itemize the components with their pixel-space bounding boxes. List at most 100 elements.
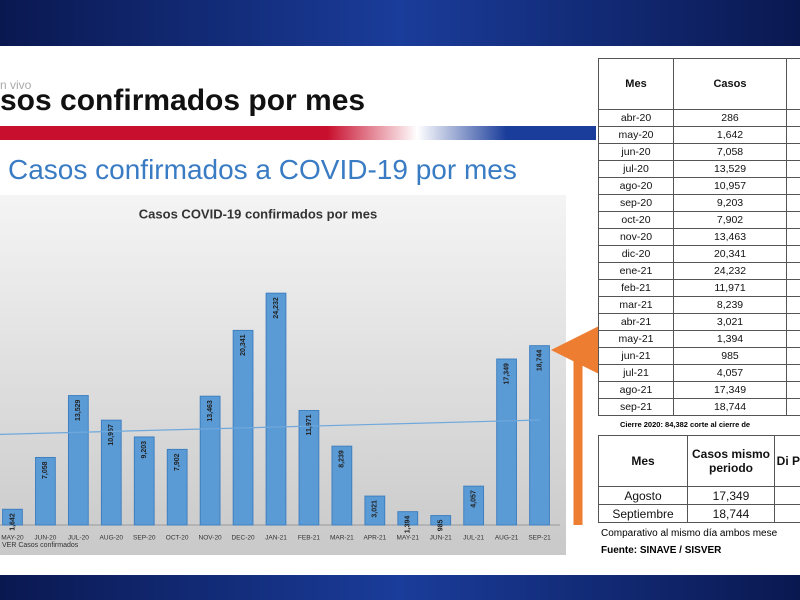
value-label: 8,239 <box>339 450 346 468</box>
bar <box>298 409 320 526</box>
header-cell: Casos <box>673 58 787 110</box>
comparison-note: Comparativo al mismo día ambos mese <box>601 528 778 539</box>
banner-title: sos confirmados por mes <box>0 84 366 117</box>
x-tick-label: APR-21 <box>363 535 386 542</box>
table-cell: mar-21 <box>598 296 674 314</box>
x-tick-label: MAY-20 <box>1 535 24 542</box>
bar <box>133 436 155 526</box>
header-cell: Di Po <box>774 435 800 487</box>
table-row: sep-21 18,744 <box>598 398 800 416</box>
table-cell: jul-20 <box>598 160 674 178</box>
x-tick-label: JAN-21 <box>265 535 287 542</box>
table-cell: 1,642 <box>673 126 787 144</box>
bar <box>35 456 56 526</box>
bar <box>67 395 89 526</box>
x-tick-label: JUL-21 <box>463 535 484 542</box>
table-cell: 7,902 <box>673 211 787 229</box>
x-tick-label: NOV-20 <box>199 535 223 542</box>
table-row: ene-21 24,232 <box>598 262 800 280</box>
table-cell <box>786 109 800 127</box>
value-label: 13,463 <box>207 400 214 422</box>
live-label: n vivo <box>0 78 32 92</box>
header-row: Mes Casos <box>598 58 800 110</box>
bar <box>364 495 386 526</box>
bar <box>463 485 485 526</box>
table-row: oct-20 7,902 <box>598 211 800 229</box>
bar <box>397 511 419 526</box>
header-cell: Casos mismo periodo <box>687 435 775 487</box>
table-cell: 9,203 <box>673 194 787 212</box>
table-cell: 4,057 <box>673 364 787 382</box>
table-note: Cierre 2020: 84,382 corte al cierre de <box>620 420 751 429</box>
table-row: Septiembre 18,744 <box>598 504 800 523</box>
table-cell <box>786 381 800 399</box>
bottom-bar <box>0 575 800 600</box>
bar <box>2 508 23 526</box>
table-row: dic-20 20,341 <box>598 245 800 263</box>
table-row: sep-20 9,203 <box>598 194 800 212</box>
table-row: jun-20 7,058 <box>598 143 800 161</box>
table-cell: 20,341 <box>673 245 787 263</box>
value-label: 985 <box>438 519 445 531</box>
bar <box>331 445 353 526</box>
table-cell <box>786 398 800 416</box>
table-cell: ago-21 <box>598 381 674 399</box>
bar <box>100 419 122 526</box>
value-label: 10,957 <box>108 424 115 446</box>
value-label: 18,744 <box>536 350 543 372</box>
table-cell: 8,239 <box>673 296 787 314</box>
table-cell: 1,394 <box>673 330 787 348</box>
table-cell: 18,744 <box>673 398 787 416</box>
table-cell <box>774 504 800 523</box>
table-cell <box>786 313 800 331</box>
bar <box>496 358 517 526</box>
table-cell <box>786 347 800 365</box>
table-row: ago-20 10,957 <box>598 177 800 195</box>
value-label: 1,642 <box>9 513 16 531</box>
table-row: Agosto 17,349 <box>598 486 800 505</box>
x-tick-label: SEP-20 <box>133 535 156 542</box>
monthly-table: Mes Casos abr-20 286 may-20 1,642 jun-20 7,058 j… <box>598 58 800 416</box>
chart: Casos COVID-19 confirmados por mes VER C… <box>0 195 600 555</box>
table-cell: 286 <box>673 109 787 127</box>
table-cell: may-21 <box>598 330 674 348</box>
table-row: jul-20 13,529 <box>598 160 800 178</box>
table-cell: nov-20 <box>598 228 674 246</box>
table-cell <box>786 143 800 161</box>
bar <box>430 515 452 526</box>
value-label: 1,394 <box>405 516 412 534</box>
table-cell <box>786 262 800 280</box>
table-cell: jun-21 <box>598 347 674 365</box>
table-row: may-20 1,642 <box>598 126 800 144</box>
table-cell: oct-20 <box>598 211 674 229</box>
x-tick-label: AUG-21 <box>495 535 519 542</box>
table-cell: sep-20 <box>598 194 674 212</box>
table-row: feb-21 11,971 <box>598 279 800 297</box>
value-label: 11,971 <box>306 414 313 435</box>
table-cell: Septiembre <box>598 504 688 523</box>
table-cell: 17,349 <box>673 381 787 399</box>
table-cell: 13,463 <box>673 228 787 246</box>
header-cell: Mes <box>598 58 674 110</box>
bar <box>265 292 287 526</box>
table-cell <box>786 245 800 263</box>
value-label: 20,341 <box>240 334 247 356</box>
chart-source: VER Casos confirmados <box>2 542 79 549</box>
chart-title: Casos COVID-19 confirmados por mes <box>139 206 377 221</box>
banner-stripe <box>0 126 596 140</box>
table-cell: ene-21 <box>598 262 674 280</box>
table-cell: 18,744 <box>687 504 775 523</box>
table-cell: 11,971 <box>673 279 787 297</box>
table-row: abr-20 286 <box>598 109 800 127</box>
table-cell: ago-20 <box>598 177 674 195</box>
table-cell <box>786 330 800 348</box>
header-cell: Mes <box>598 435 688 487</box>
table-row: jun-21 985 <box>598 347 800 365</box>
table-cell <box>786 296 800 314</box>
table-cell: 17,349 <box>687 486 775 505</box>
table-row: jul-21 4,057 <box>598 364 800 382</box>
slide-subtitle: Casos confirmados a COVID-19 por mes <box>8 154 517 185</box>
